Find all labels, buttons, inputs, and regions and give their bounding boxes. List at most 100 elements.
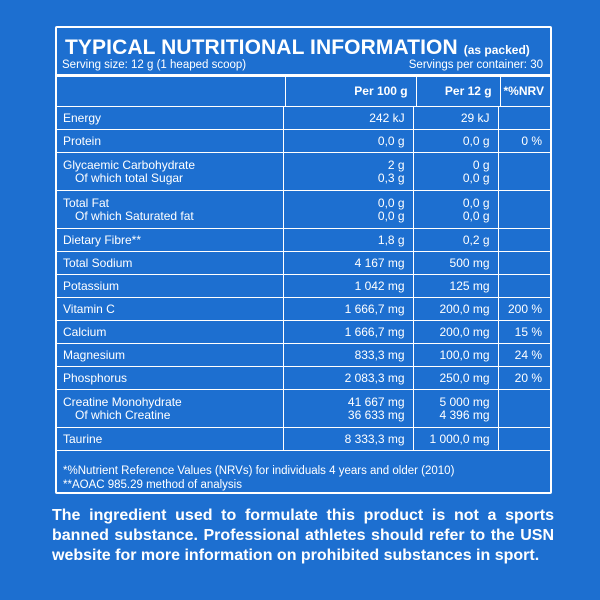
title-row: TYPICAL NUTRITIONAL INFORMATION (as pack… <box>65 36 542 59</box>
nutrient-label-value: Calcium <box>63 324 107 339</box>
per12-cell: 5 000 mg 4 396 mg <box>412 389 499 428</box>
nutrient-label: Total Fat Of which Saturated fat <box>57 190 284 229</box>
per12-cell: 0,2 g <box>412 228 499 252</box>
serving-info-row: Serving size: 12 g (1 heaped scoop) Serv… <box>62 59 543 73</box>
nutrient-label-value: Magnesium <box>63 347 126 362</box>
nrv-cell: 200 % <box>497 297 550 321</box>
per12-cell-value: 200,0 mg <box>439 324 490 339</box>
nutrient-label: Taurine <box>57 427 284 451</box>
nrv-cell <box>497 274 550 298</box>
per12-cell: 0,0 g <box>412 129 499 153</box>
nutrient-label-value: Phosphorus <box>63 370 128 385</box>
per12-cell-value: 29 kJ <box>460 110 490 125</box>
per100-cell-sub-value: 0,0 g <box>377 208 405 223</box>
per100-cell: 1 042 mg <box>283 274 414 298</box>
per100-cell: 0,0 g <box>283 129 414 153</box>
nutrient-label: Phosphorus <box>57 366 284 390</box>
per100-cell: 242 kJ <box>283 106 414 130</box>
header-spacer <box>57 77 285 106</box>
nrv-cell-value: 20 % <box>514 370 542 385</box>
per100-cell: 833,3 mg <box>283 343 414 367</box>
per100-cell: 8 333,3 mg <box>283 427 414 451</box>
per12-cell-value: 0,2 g <box>462 232 490 247</box>
header-nrv: *%NRV <box>499 77 550 106</box>
per100-cell-sub-value: 0,3 g <box>377 170 405 185</box>
per12-cell: 125 mg <box>412 274 499 298</box>
nutrient-label-value: Glycaemic Carbohydrate <box>63 157 196 172</box>
per100-cell: 0,0 g 0,0 g <box>283 190 414 229</box>
nutrient-label: Creatine Monohydrate Of which Creatine <box>57 389 284 428</box>
per100-cell-value: 1 042 mg <box>354 278 405 293</box>
nrv-cell-value: 24 % <box>514 347 542 362</box>
per12-cell: 100,0 mg <box>412 343 499 367</box>
servings-per-container: Servings per container: 30 <box>408 59 543 71</box>
serving-size: Serving size: 12 g (1 heaped scoop) <box>62 59 247 71</box>
table-row: Total Sodium 4 167 mg 500 mg <box>57 251 550 275</box>
per12-cell-value: 1 000,0 mg <box>429 431 490 446</box>
header-per100: Per 100 g <box>284 77 416 106</box>
per100-cell: 1 666,7 mg <box>283 297 414 321</box>
per100-cell-value: 242 kJ <box>369 110 405 125</box>
nrv-cell: 24 % <box>497 343 550 367</box>
per12-cell-value: 5 000 mg <box>439 394 490 409</box>
per12-cell: 200,0 mg <box>412 320 499 344</box>
per12-cell-sub-value: 0,0 g <box>462 170 490 185</box>
nrv-cell <box>497 106 550 130</box>
nutrient-label: Total Sodium <box>57 251 284 275</box>
per100-cell-value: 0,0 g <box>377 195 405 210</box>
nutrient-label-value: Vitamin C <box>63 301 115 316</box>
nutrient-label: Dietary Fibre** <box>57 228 284 252</box>
footnotes: *%Nutrient Reference Values (NRVs) for i… <box>63 464 454 492</box>
per100-cell: 4 167 mg <box>283 251 414 275</box>
nutrient-label: Potassium <box>57 274 284 298</box>
nrv-cell <box>497 427 550 451</box>
nutrient-label-value: Dietary Fibre** <box>63 232 142 247</box>
nrv-cell <box>497 190 550 229</box>
per12-cell-sub-value: 4 396 mg <box>439 407 490 422</box>
table-row: Calcium 1 666,7 mg 200,0 mg 15 % <box>57 320 550 344</box>
per12-cell: 1 000,0 mg <box>412 427 499 451</box>
per12-cell-sub-value: 0,0 g <box>462 208 490 223</box>
footnote-nrv: *%Nutrient Reference Values (NRVs) for i… <box>63 465 455 477</box>
per12-cell: 29 kJ <box>412 106 499 130</box>
per100-cell-value: 41 667 mg <box>347 394 405 409</box>
table-row: Potassium 1 042 mg 125 mg <box>57 274 550 298</box>
per100-cell-value: 8 333,3 mg <box>344 431 405 446</box>
nrv-cell <box>497 251 550 275</box>
table-row: Total Fat Of which Saturated fat 0,0 g 0,0 … <box>57 190 550 229</box>
nutrient-label-value: Total Fat <box>63 195 110 210</box>
header-per12: Per 12 g <box>415 77 500 106</box>
per12-cell-value: 200,0 mg <box>439 301 490 316</box>
nutrition-panel: TYPICAL NUTRITIONAL INFORMATION (as pack… <box>55 26 552 494</box>
per12-cell: 200,0 mg <box>412 297 499 321</box>
table-header: Per 100 g Per 12 g *%NRV <box>57 77 550 106</box>
per100-cell-value: 1 666,7 mg <box>344 324 405 339</box>
per12-cell-value: 0 g <box>472 157 490 172</box>
nutrient-label: Magnesium <box>57 343 284 367</box>
per100-cell-sub-value: 36 633 mg <box>347 407 405 422</box>
per100-cell-value: 2 g <box>387 157 405 172</box>
nrv-cell <box>497 152 550 191</box>
per100-cell: 41 667 mg 36 633 mg <box>283 389 414 428</box>
nutrient-label-value: Potassium <box>63 278 120 293</box>
table-row: Magnesium 833,3 mg 100,0 mg 24 % <box>57 343 550 367</box>
per100-cell-value: 2 083,3 mg <box>344 370 405 385</box>
nrv-cell-value: 0 % <box>521 133 542 148</box>
disclaimer-text: The ingredient used to formulate this pr… <box>52 507 554 564</box>
nutrient-label-value: Protein <box>63 133 102 148</box>
nutrient-label: Glycaemic Carbohydrate Of which total Sug… <box>57 152 284 191</box>
per100-cell-value: 4 167 mg <box>354 255 405 270</box>
table-row: Phosphorus 2 083,3 mg 250,0 mg 20 % <box>57 366 550 390</box>
nrv-cell <box>497 228 550 252</box>
nrv-cell-value: 15 % <box>514 324 542 339</box>
per100-cell-value: 833,3 mg <box>354 347 405 362</box>
heavy-divider <box>57 74 550 77</box>
per12-cell-value: 500 mg <box>449 255 490 270</box>
nutrient-label: Energy <box>57 106 284 130</box>
per12-cell-value: 100,0 mg <box>439 347 490 362</box>
per100-cell-value: 1 666,7 mg <box>344 301 405 316</box>
nutrient-label-value: Taurine <box>63 431 103 446</box>
per12-cell-value: 250,0 mg <box>439 370 490 385</box>
table-row: Vitamin C 1 666,7 mg 200,0 mg 200 % <box>57 297 550 321</box>
